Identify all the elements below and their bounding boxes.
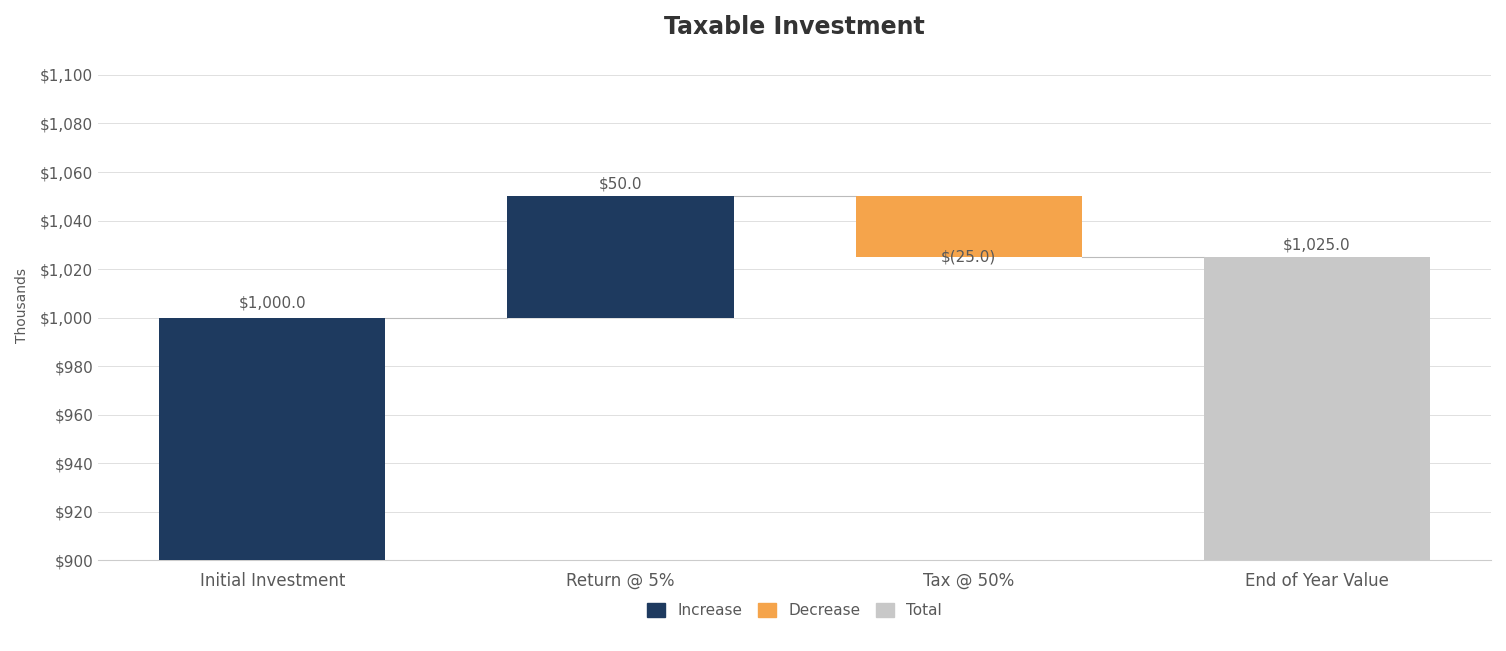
Bar xyxy=(508,197,733,318)
Y-axis label: Thousands: Thousands xyxy=(15,268,29,343)
Bar xyxy=(855,197,1081,257)
Legend: Increase, Decrease, Total: Increase, Decrease, Total xyxy=(642,597,949,624)
Text: $1,025.0: $1,025.0 xyxy=(1283,237,1351,252)
Text: $(25.0): $(25.0) xyxy=(941,249,997,264)
Title: Taxable Investment: Taxable Investment xyxy=(664,15,925,39)
Bar xyxy=(160,318,386,561)
Text: $1,000.0: $1,000.0 xyxy=(238,296,306,311)
Bar xyxy=(1203,257,1431,561)
Text: $50.0: $50.0 xyxy=(599,176,642,191)
